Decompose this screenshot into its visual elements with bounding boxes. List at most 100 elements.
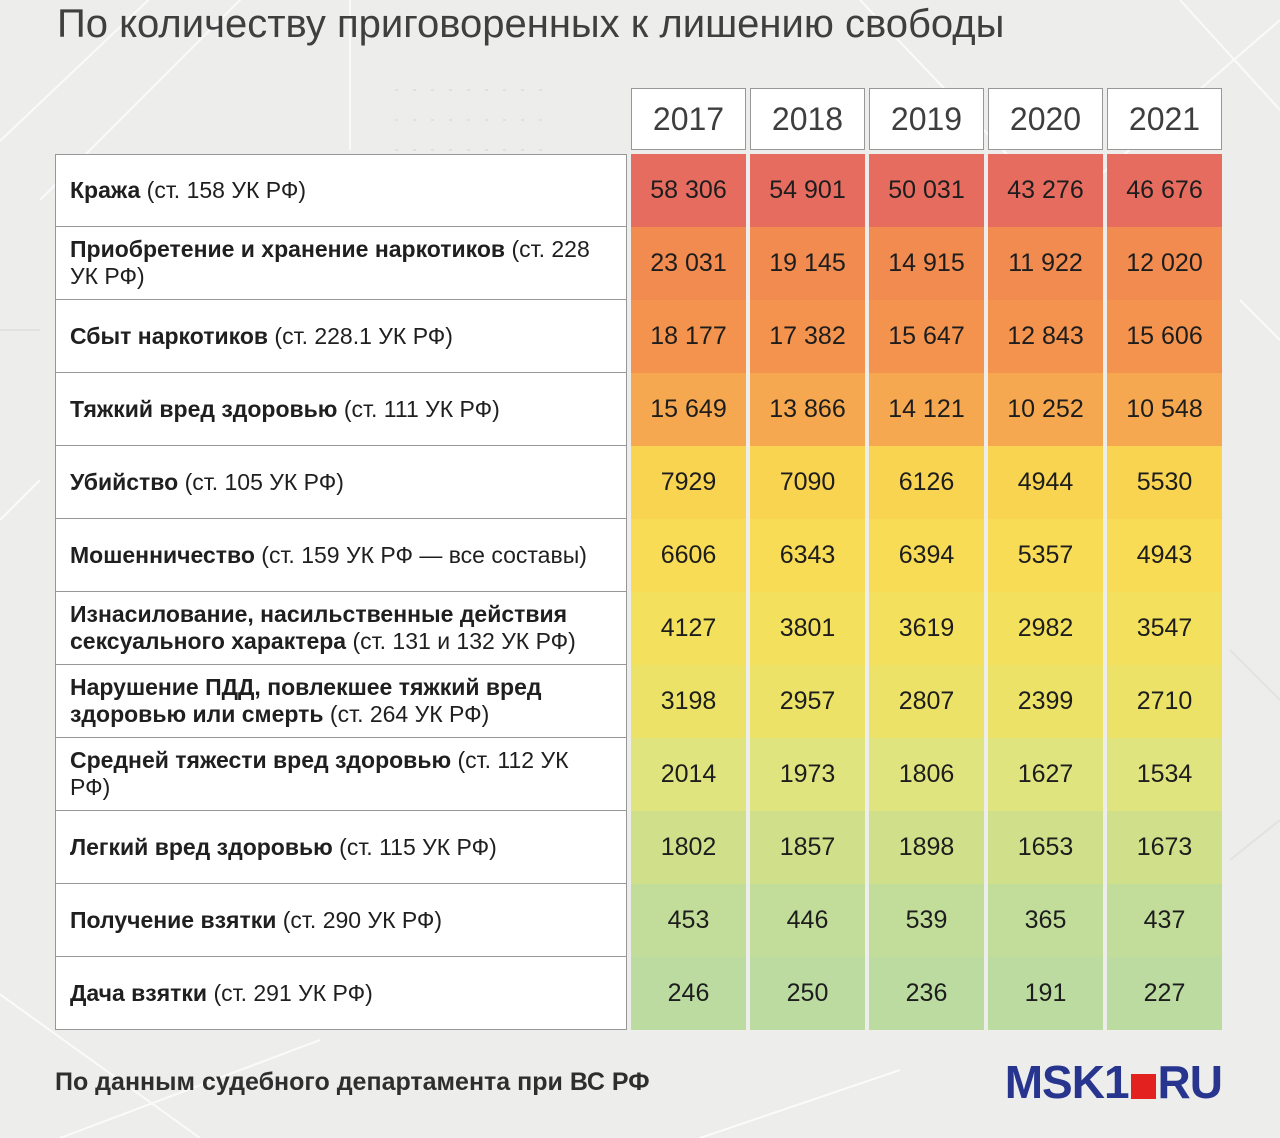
source-note: По данным судебного департамента при ВС … <box>55 1067 650 1096</box>
crime-name: Нарушение ПДД, повлекшее тяжкий вред здо… <box>70 674 542 727</box>
row-label: Нарушение ПДД, повлекшее тяжкий вред здо… <box>55 665 627 738</box>
row-label: Кража (ст. 158 УК РФ) <box>55 154 627 227</box>
value-cell-2019: 236 <box>869 957 984 1030</box>
logo: MSK1 RU <box>1005 1055 1223 1109</box>
value-cell-2017: 2014 <box>631 738 746 811</box>
value-cell-2019: 3619 <box>869 592 984 665</box>
row-label: Приобретение и хранение наркотиков (ст. … <box>55 227 627 300</box>
footer: По данным судебного департамента при ВС … <box>55 1050 1223 1114</box>
value-cell-2019: 50 031 <box>869 154 984 227</box>
value-cell-2021: 4943 <box>1107 519 1222 592</box>
value-cell-2020: 1627 <box>988 738 1103 811</box>
value-cell-2018: 17 382 <box>750 300 865 373</box>
crime-name: Изнасилование, насильственные действия с… <box>70 601 568 654</box>
value-cell-2021: 12 020 <box>1107 227 1222 300</box>
value-cell-2021: 3547 <box>1107 592 1222 665</box>
row-label-text: Дача взятки (ст. 291 УК РФ) <box>70 980 373 1007</box>
value-cell-2020: 12 843 <box>988 300 1103 373</box>
value-cell-2018: 54 901 <box>750 154 865 227</box>
logo-ru-text: RU <box>1157 1056 1223 1108</box>
value-cell-2021: 437 <box>1107 884 1222 957</box>
value-cell-2019: 6394 <box>869 519 984 592</box>
crime-article: (ст. 105 УК РФ) <box>184 468 344 495</box>
year-header-2020: 2020 <box>988 88 1103 150</box>
row-label: Изнасилование, насильственные действия с… <box>55 592 627 665</box>
logo-red-square-icon <box>1130 1073 1156 1099</box>
value-cell-2019: 14 121 <box>869 373 984 446</box>
crime-article: (ст. 228.1 УК РФ) <box>274 322 453 349</box>
crime-article: (ст. 291 УК РФ) <box>213 979 373 1006</box>
crime-name: Средней тяжести вред здоровью <box>70 747 452 773</box>
row-label: Тяжкий вред здоровью (ст. 111 УК РФ) <box>55 373 627 446</box>
value-cell-2019: 1898 <box>869 811 984 884</box>
row-label-text: Изнасилование, насильственные действия с… <box>70 601 612 655</box>
value-cell-2018: 1857 <box>750 811 865 884</box>
value-cell-2018: 2957 <box>750 665 865 738</box>
crime-name: Получение взятки <box>70 906 277 933</box>
value-cell-2019: 15 647 <box>869 300 984 373</box>
crime-article: (ст. 264 УК РФ) <box>329 701 490 727</box>
row-label: Убийство (ст. 105 УК РФ) <box>55 446 627 519</box>
row-label: Средней тяжести вред здоровью (ст. 112 У… <box>55 738 627 811</box>
crime-article: (ст. 111 УК РФ) <box>343 395 500 422</box>
crime-article: (ст. 112 УК РФ) <box>70 747 569 800</box>
crime-article: (ст. 115 УК РФ) <box>339 833 497 860</box>
value-cell-2020: 5357 <box>988 519 1103 592</box>
row-label-text: Средней тяжести вред здоровью (ст. 112 У… <box>70 747 612 801</box>
value-cell-2019: 2807 <box>869 665 984 738</box>
row-label: Получение взятки (ст. 290 УК РФ) <box>55 884 627 957</box>
crime-article: (ст. 159 УК РФ — все составы) <box>261 541 587 568</box>
value-cell-2019: 1806 <box>869 738 984 811</box>
crime-article: (ст. 158 УК РФ) <box>146 177 306 203</box>
row-label: Дача взятки (ст. 291 УК РФ) <box>55 957 627 1030</box>
value-cell-2020: 4944 <box>988 446 1103 519</box>
year-header-2021: 2021 <box>1107 88 1222 150</box>
value-cell-2018: 3801 <box>750 592 865 665</box>
value-cell-2021: 227 <box>1107 957 1222 1030</box>
row-label: Мошенничество (ст. 159 УК РФ — все соста… <box>55 519 627 592</box>
value-cell-2017: 23 031 <box>631 227 746 300</box>
value-cell-2020: 365 <box>988 884 1103 957</box>
value-cell-2019: 6126 <box>869 446 984 519</box>
value-cell-2020: 1653 <box>988 811 1103 884</box>
value-cell-2017: 15 649 <box>631 373 746 446</box>
value-cell-2017: 58 306 <box>631 154 746 227</box>
value-cell-2021: 5530 <box>1107 446 1222 519</box>
crime-article: (ст. 228 УК РФ) <box>70 236 590 289</box>
crime-article: (ст. 131 и 132 УК РФ) <box>352 628 576 654</box>
value-cell-2018: 19 145 <box>750 227 865 300</box>
value-cell-2018: 446 <box>750 884 865 957</box>
crime-name: Дача взятки <box>70 979 208 1006</box>
value-cell-2017: 246 <box>631 957 746 1030</box>
value-cell-2017: 3198 <box>631 665 746 738</box>
value-cell-2017: 18 177 <box>631 300 746 373</box>
value-cell-2019: 14 915 <box>869 227 984 300</box>
value-cell-2021: 10 548 <box>1107 373 1222 446</box>
value-cell-2020: 43 276 <box>988 154 1103 227</box>
crime-name: Приобретение и хранение наркотиков <box>70 236 506 262</box>
value-cell-2020: 2982 <box>988 592 1103 665</box>
row-label-text: Кража (ст. 158 УК РФ) <box>70 177 306 204</box>
crime-name: Убийство <box>70 468 179 495</box>
value-cell-2017: 4127 <box>631 592 746 665</box>
crime-name: Легкий вред здоровью <box>70 833 333 860</box>
value-cell-2017: 453 <box>631 884 746 957</box>
year-header-2019: 2019 <box>869 88 984 150</box>
table-corner-spacer <box>55 88 627 154</box>
crime-article: (ст. 290 УК РФ) <box>282 906 443 933</box>
year-header-2018: 2018 <box>750 88 865 150</box>
row-label-text: Легкий вред здоровью (ст. 115 УК РФ) <box>70 834 497 861</box>
crime-name: Тяжкий вред здоровью <box>70 395 338 422</box>
value-cell-2021: 46 676 <box>1107 154 1222 227</box>
value-cell-2017: 7929 <box>631 446 746 519</box>
row-label-text: Сбыт наркотиков (ст. 228.1 УК РФ) <box>70 323 453 350</box>
crime-name: Мошенничество <box>70 541 255 568</box>
value-cell-2019: 539 <box>869 884 984 957</box>
value-cell-2018: 1973 <box>750 738 865 811</box>
row-label-text: Нарушение ПДД, повлекшее тяжкий вред здо… <box>70 674 612 728</box>
value-cell-2021: 2710 <box>1107 665 1222 738</box>
value-cell-2017: 6606 <box>631 519 746 592</box>
row-label-text: Убийство (ст. 105 УК РФ) <box>70 469 344 496</box>
value-cell-2021: 1534 <box>1107 738 1222 811</box>
value-cell-2018: 7090 <box>750 446 865 519</box>
